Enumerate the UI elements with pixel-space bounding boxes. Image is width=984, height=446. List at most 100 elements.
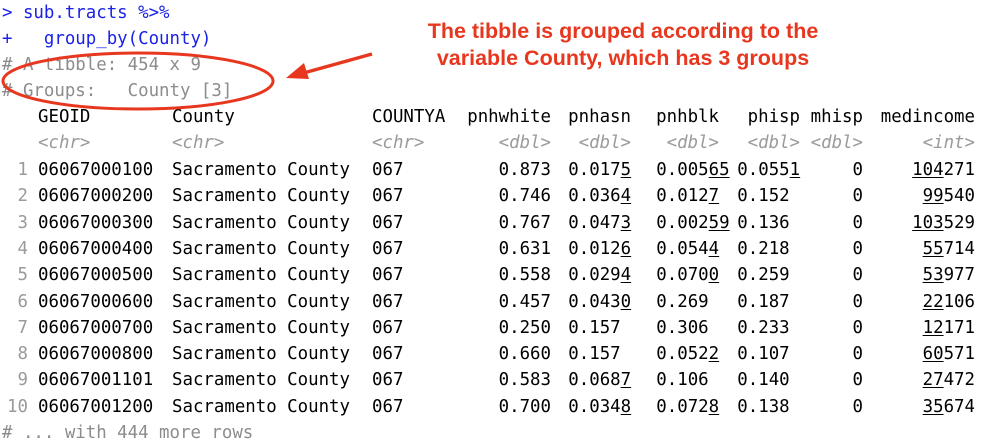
table-cell: 0.631 [498, 238, 551, 259]
cell-main: 0.218 [737, 238, 790, 259]
table-cell: 0.0551 [737, 157, 804, 183]
column-type: <dbl> [578, 133, 631, 153]
cell-main: 0.306 [656, 317, 709, 338]
table-cell: 067 [372, 317, 404, 338]
table-cell: Sacramento County [172, 370, 350, 391]
table-cell: Sacramento County [172, 212, 350, 233]
table-cell: 0.0430 [568, 289, 635, 315]
significant-digit-underline: 8 [620, 396, 632, 417]
cell-rest: 472 [943, 370, 975, 391]
table-cell: 067 [372, 265, 404, 286]
cell-rest: 106 [943, 291, 975, 312]
column-type: <dbl> [747, 133, 800, 153]
table-cell: 0 [852, 212, 863, 233]
digit-group-underline: 103 [912, 212, 944, 233]
table-cell: Sacramento County [172, 160, 350, 180]
digit-group-underline: 27 [922, 370, 944, 391]
annotation-callout: The tibble is grouped according to the v… [378, 18, 868, 72]
cell-main: 0.055 [737, 160, 790, 180]
column-header: pnhwhite [467, 107, 551, 127]
column-type: <dbl> [810, 133, 863, 153]
table-cell: 0.157 [568, 315, 635, 341]
significant-digit-underline: 59 [708, 212, 730, 233]
table-cell: 0 [852, 238, 863, 259]
cell-main: 0.047 [568, 212, 621, 233]
cell-rest: 571 [943, 344, 975, 365]
table-cell: 0.306 [656, 315, 723, 341]
groups-highlight-ellipse [1, 51, 275, 111]
table-cell: 0.0127 [656, 183, 723, 209]
table-cell: 06067000500 [38, 265, 154, 286]
significant-digit-underline: 7 [620, 370, 632, 391]
significant-digit-underline: 5 [620, 160, 632, 180]
table-cell: 0.0175 [568, 157, 635, 183]
cell-rest: 674 [943, 396, 975, 417]
table-cell: 0 [852, 186, 863, 207]
cell-main: 0.157 [568, 317, 621, 338]
digit-group-underline: 35 [922, 396, 944, 417]
table-cell: 0 [852, 317, 863, 338]
row-index: 3 [17, 212, 28, 233]
table-cell: 0 [852, 344, 863, 365]
table-cell: 12171 [866, 315, 975, 341]
significant-digit-underline: 7 [708, 186, 720, 207]
cell-main: 0.005 [656, 160, 709, 180]
table-cell: 0.746 [498, 186, 551, 207]
significant-digit-underline: 2 [708, 344, 720, 365]
table-cell: 0.767 [498, 212, 551, 233]
table-cell: Sacramento County [172, 186, 350, 207]
table-cell: 06067000700 [38, 317, 154, 338]
table-cell: 0.873 [498, 160, 551, 180]
cell-rest: 977 [943, 265, 975, 286]
cell-rest: 714 [943, 238, 975, 259]
significant-digit-underline: 0 [708, 265, 720, 286]
table-cell: 067 [372, 186, 404, 207]
digit-group-underline: 99 [922, 186, 944, 207]
table-cell: 0.0687 [568, 367, 635, 393]
table-cell: 0.0348 [568, 394, 635, 420]
table-cell: 06067000300 [38, 212, 154, 233]
table-cell: 067 [372, 238, 404, 259]
column-type: <chr> [372, 133, 425, 153]
table-cell: 27472 [866, 367, 975, 393]
table-cell: 0.0294 [568, 262, 635, 288]
cell-rest: 529 [943, 212, 975, 233]
cell-main: 0.012 [568, 238, 621, 259]
column-header: COUNTYA [372, 107, 446, 127]
cell-rest: 171 [943, 317, 975, 338]
cell-main: 0.036 [568, 186, 621, 207]
cell-main: 0.157 [568, 344, 621, 365]
table-cell: 0.00259 [656, 210, 729, 236]
annotation-arrow-shaft [299, 52, 373, 76]
table-cell: 53977 [866, 262, 975, 288]
table-cell: 0.152 [737, 183, 804, 209]
annotation-arrowhead [286, 63, 309, 79]
table-cell: Sacramento County [172, 396, 350, 417]
digit-group-underline: 53 [922, 265, 944, 286]
table-cell: 0.269 [656, 289, 723, 315]
table-cell: 067 [372, 160, 404, 180]
column-type: <chr> [38, 133, 91, 153]
column-type: <chr> [172, 133, 225, 153]
table-cell: 0.259 [737, 262, 804, 288]
column-type: <dbl> [498, 133, 551, 153]
table-cell: 60571 [866, 341, 975, 367]
cell-main: 0.043 [568, 291, 621, 312]
cell-main: 0.070 [656, 265, 709, 286]
table-cell: 06067000400 [38, 238, 154, 259]
cell-main: 0.107 [737, 344, 790, 365]
row-index: 10 [7, 396, 28, 417]
column-header: GEOID [38, 107, 91, 127]
significant-digit-underline: 8 [708, 396, 720, 417]
cell-main: 0.233 [737, 317, 790, 338]
table-cell: 0.0364 [568, 183, 635, 209]
table-cell: 0.187 [737, 289, 804, 315]
table-cell: 0.157 [568, 341, 635, 367]
table-cell: 0.136 [737, 210, 804, 236]
table-cell: 0.250 [498, 317, 551, 338]
table-cell: 0.457 [498, 291, 551, 312]
cell-main: 0.138 [737, 396, 790, 417]
column-type: <int> [922, 133, 975, 153]
digit-group-underline: 104 [912, 160, 944, 180]
